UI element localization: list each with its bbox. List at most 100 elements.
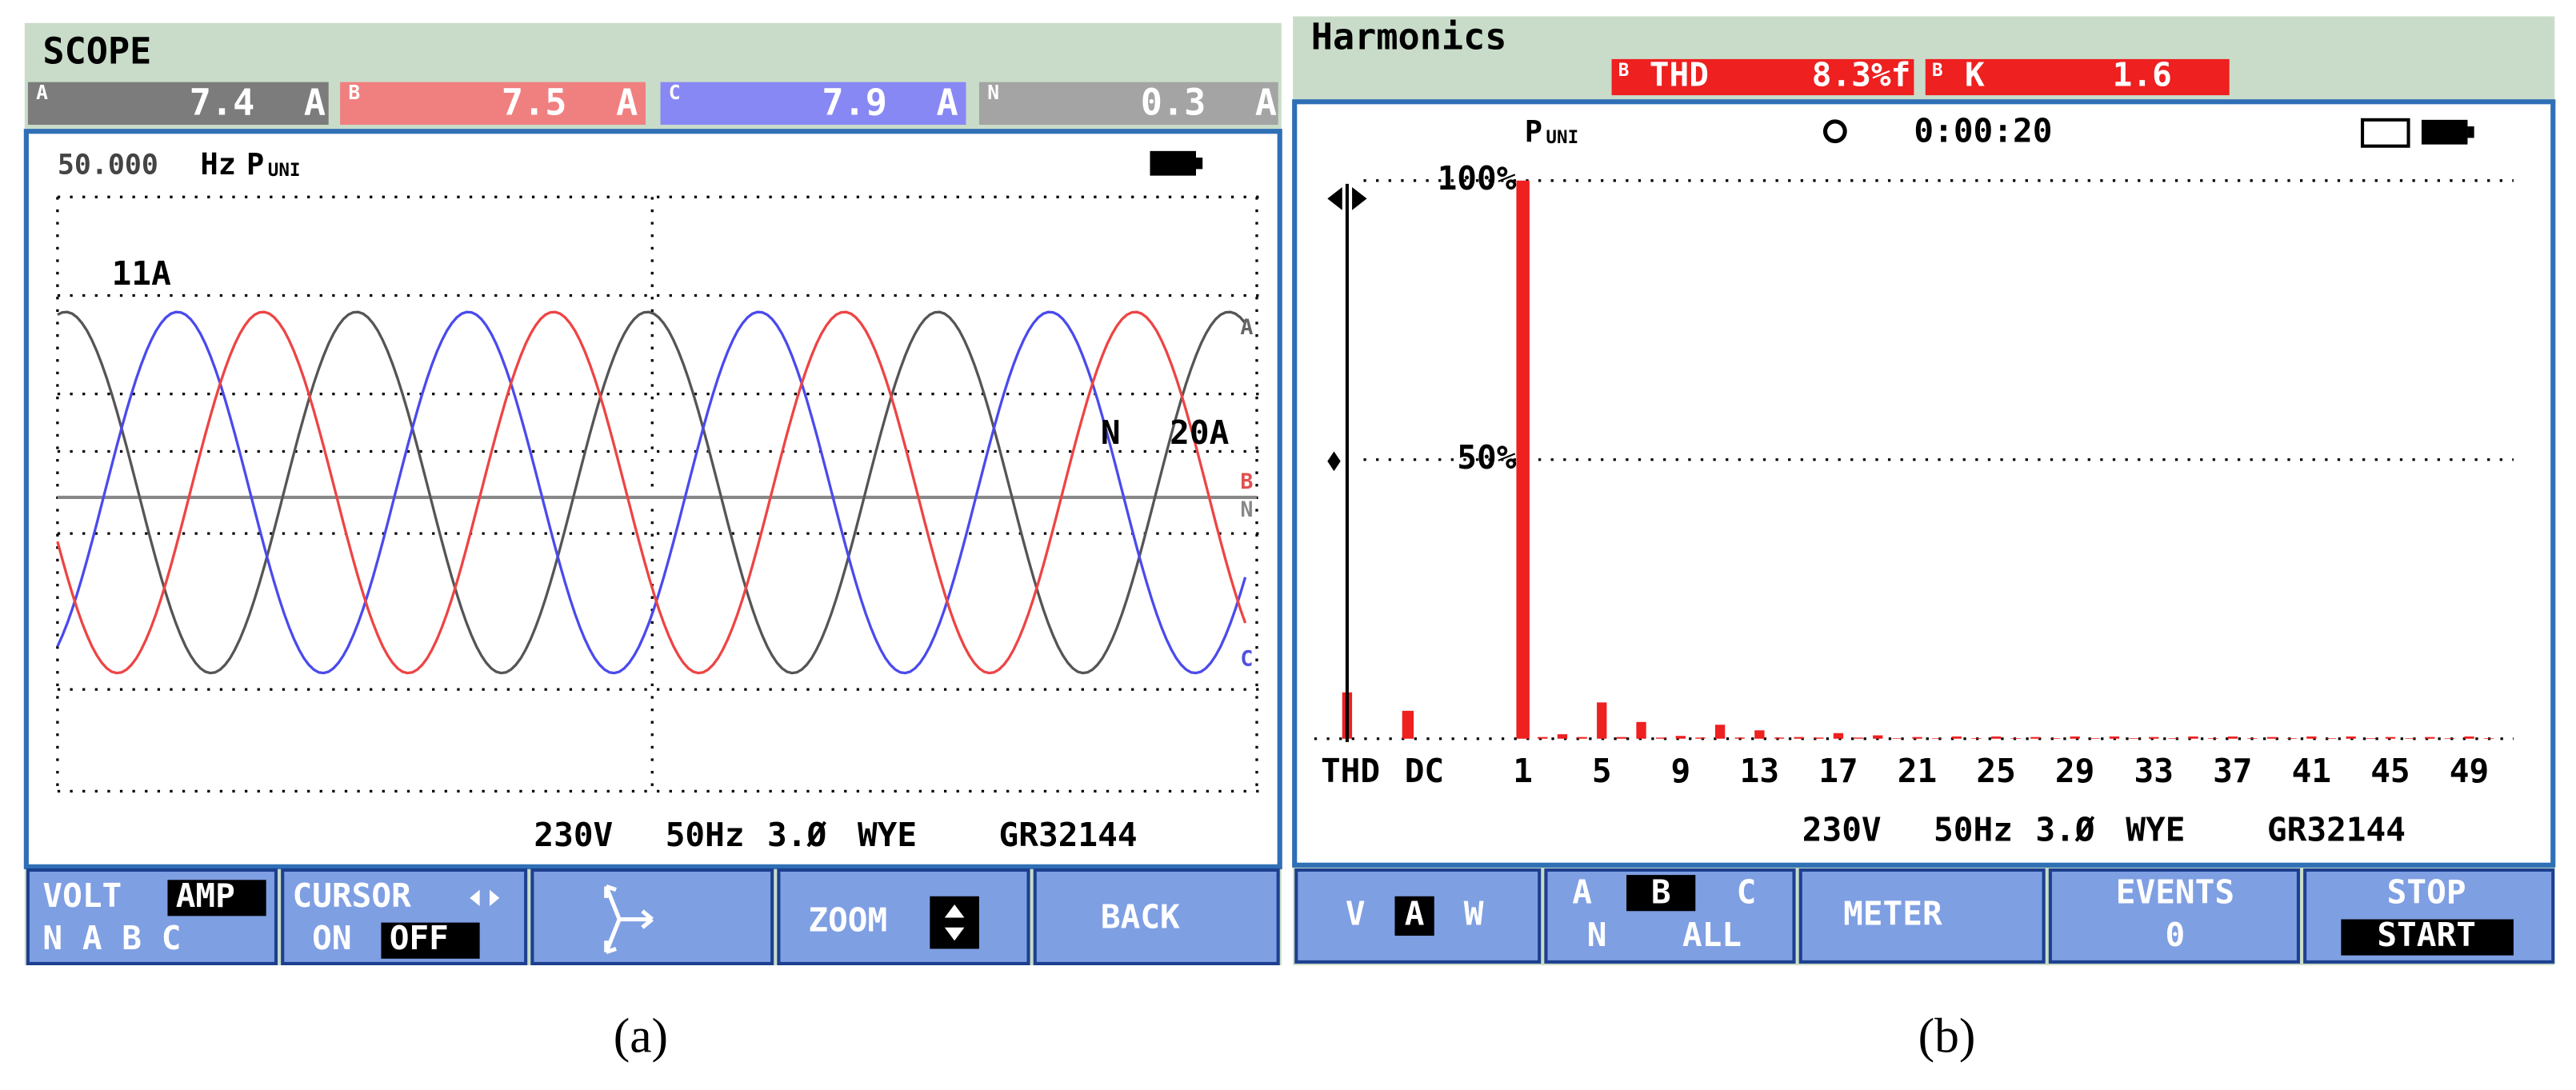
bar: [1675, 736, 1686, 739]
key-label: N: [1587, 916, 1607, 954]
key-highlight: [1626, 875, 1696, 912]
caption: (a): [614, 1009, 668, 1064]
x-tick-label: 1: [1513, 752, 1533, 790]
trace-b: B: [1240, 469, 1253, 494]
bar: [2208, 738, 2218, 739]
bar: [1597, 702, 1607, 739]
harmonics-title: Harmonics: [1311, 15, 1507, 58]
key-label: N A B C: [42, 919, 181, 957]
key-label: METER: [1843, 894, 1942, 932]
bar: [1892, 738, 1903, 739]
k-label: K: [1965, 55, 1985, 94]
status-phases: 3.Ø: [767, 816, 826, 854]
status-id: GR32144: [999, 816, 1138, 854]
bar: [1990, 736, 2002, 739]
softkey[interactable]: [1798, 868, 2046, 964]
bar: [1794, 737, 1804, 739]
trace-a: A: [1240, 315, 1253, 340]
bar: [2070, 736, 2080, 739]
x-tick-label: 49: [2450, 752, 2489, 790]
reading-box: [660, 82, 966, 126]
bar: [1538, 737, 1548, 739]
scale-marker: [1327, 451, 1341, 472]
softkey[interactable]: [1033, 868, 1280, 965]
bar: [2030, 737, 2041, 739]
harmonics-status: 230V 50Hz 3.Ø WYE GR32144: [1802, 811, 2406, 849]
status-phases: 3.Ø: [2035, 811, 2094, 849]
bar: [2266, 737, 2278, 739]
battery-icon: [2421, 119, 2468, 145]
key-label: A: [1572, 873, 1592, 912]
battery-icon: [1150, 150, 1196, 176]
bar: [1656, 737, 1666, 739]
key-highlight: [930, 896, 979, 949]
frequency-unit: Hz: [201, 147, 236, 182]
key-label: ZOOM: [808, 901, 887, 940]
bar: [1402, 710, 1414, 739]
scope-grid: [56, 195, 1266, 793]
waveform: [56, 310, 1247, 675]
thd-label: THD: [1650, 55, 1709, 94]
thd-phase: B: [1618, 60, 1630, 81]
neutral-scale: 20A: [1170, 413, 1229, 452]
reading-value: 0.3: [1141, 81, 1206, 123]
bar: [2227, 736, 2238, 739]
harmonics-chart: 100% 50% THD DC 1 5 9 13 17 21 25 29 33 37 41 45 49: [1314, 159, 2514, 790]
bar: [2346, 736, 2356, 739]
x-tick-label: 17: [1818, 752, 1858, 790]
timer-icon: [1822, 119, 1847, 144]
x-tick-label: 9: [1670, 752, 1690, 790]
bar: [2306, 736, 2317, 739]
y-tick-label: 50%: [1457, 438, 1516, 477]
bar: [2168, 738, 2179, 739]
reading-phase: B: [348, 81, 360, 104]
k-value: 1.6: [2113, 55, 2172, 94]
reading-phase: N: [987, 81, 999, 104]
key-label: 0: [2166, 916, 2186, 954]
reading-phase: A: [36, 81, 48, 104]
bar: [1577, 737, 1587, 739]
key-label: C: [1737, 873, 1757, 912]
bar: [2149, 737, 2159, 739]
key-label: B: [1651, 873, 1671, 912]
softkey[interactable]: [777, 868, 1030, 965]
wye-icon: [604, 884, 654, 955]
bar: [2010, 738, 2021, 739]
reading-unit: A: [616, 81, 638, 123]
mode-sub: UNI: [1546, 127, 1578, 148]
bar: [1912, 737, 1922, 739]
reading-unit: A: [304, 81, 326, 123]
x-tick-label: 33: [2134, 752, 2174, 790]
key-label: ALL: [1682, 916, 1742, 954]
waveform: [56, 310, 1247, 675]
bar: [1557, 734, 1568, 739]
bar: [2366, 738, 2376, 739]
bar: [2247, 738, 2258, 739]
bar: [2464, 736, 2474, 739]
key-label: AMP: [176, 876, 235, 915]
bar: [1774, 737, 1785, 739]
cursor-arrows: [470, 889, 500, 907]
bar: [1754, 730, 1765, 739]
x-tick-label: 25: [1976, 752, 2015, 790]
timer: 0:00:20: [1914, 111, 2052, 150]
softkey[interactable]: [2048, 868, 2300, 964]
reading-box: [978, 82, 1278, 126]
waveform: [57, 310, 1246, 675]
waveforms: [56, 310, 1257, 675]
thd-value: 8.3%f: [1812, 55, 1911, 94]
frequency: 50.000: [58, 149, 158, 181]
bar: [1616, 737, 1627, 739]
thd-box: [1611, 58, 1914, 96]
bar: [2326, 738, 2337, 739]
x-tick-label: 13: [1740, 752, 1779, 790]
bar: [2484, 738, 2494, 739]
reading-value: 7.5: [502, 81, 567, 123]
x-tick-label: 21: [1898, 752, 1937, 790]
reading-box: [340, 82, 646, 126]
battery-tip: [1196, 158, 1203, 170]
status-id: GR32144: [2267, 811, 2406, 849]
key-label: BACK: [1101, 898, 1180, 936]
bar: [1516, 180, 1530, 739]
